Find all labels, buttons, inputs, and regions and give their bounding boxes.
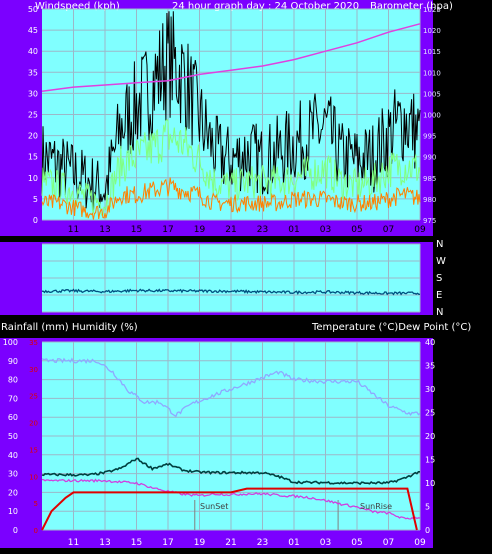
rainfall-ytick-label: 0 [34,527,38,535]
rainfall-ytick-label: 20 [29,420,38,428]
compass-label-n-top: N [436,239,443,250]
wind-ytick-label: 20 [28,132,38,141]
barometer-axis-title: Barometer (hpa) [370,1,453,12]
temp-xtick-label: 17 [162,538,173,548]
temp-xtick-label: 01 [288,538,299,548]
temp-xtick-label: 15 [131,538,142,548]
series-layer [41,11,421,531]
humidity-ytick-label: 40 [8,451,18,460]
humidity-ytick-label: 100 [3,338,18,347]
humidity-ytick-label: 80 [8,376,18,385]
sunrise-marker-label: SunRise [360,502,392,511]
temperature-ytick-label: 30 [425,385,435,394]
windspeed-gust-line [41,11,421,212]
barometer-ytick-label: 1010 [423,69,441,77]
wind-xtick-label: 03 [320,225,331,235]
windspeed-avg-line [41,118,421,216]
barometer-ytick-label: 990 [423,154,436,162]
wind-xtick-label: 05 [351,225,362,235]
humidity-ytick-label: 50 [8,432,18,441]
temp-xtick-label: 05 [351,538,362,548]
temperature-ytick-label: 35 [425,362,435,371]
rainfall-ytick-label: 30 [29,366,38,374]
wind-ytick-label: 50 [28,5,38,14]
wind-xtick-label: 07 [383,225,394,235]
windspeed-axis-title: Windspeed (kph) [35,1,120,12]
rain-humidity-axis-title: Rainfall (mm) Humidity (%) [1,322,138,333]
temperature-ytick-label: 25 [425,409,435,418]
wind-ytick-label: 30 [28,89,38,98]
wind-xtick-label: 13 [99,225,110,235]
windspeed-min-line [41,177,421,220]
rainfall-ytick-label: 15 [29,446,38,454]
wind-xtick-label: 17 [162,225,173,235]
humidity-ytick-label: 10 [8,507,18,516]
temperature-ytick-label: 40 [425,338,435,347]
wind-xtick-label: 21 [225,225,236,235]
humidity-ytick-label: 30 [8,470,18,479]
temperature-ytick-label: 5 [425,503,430,512]
wind-ytick-label: 5 [33,195,38,204]
temperature-ytick-label: 10 [425,479,435,488]
wind-ytick-label: 0 [33,216,38,225]
wind-direction-line [41,288,421,296]
temperature-ytick-label: 15 [425,456,435,465]
humidity-ytick-label: 70 [8,394,18,403]
rainfall-ytick-label: 10 [29,473,38,481]
temp-xtick-label: 23 [257,538,268,548]
humidity-ytick-label: 0 [13,526,18,535]
compass-label-e: E [436,290,442,301]
temp-xtick-label: 13 [99,538,110,548]
sunset-marker-label: SunSet [200,502,228,511]
humidity-line [41,357,421,418]
barometer-ytick-label: 1015 [423,48,441,56]
barometer-ytick-label: 980 [423,196,436,204]
rainfall-ytick-label: 5 [34,500,38,508]
wind-ytick-label: 15 [28,153,38,162]
wind-xtick-label: 19 [194,225,206,235]
wind-xtick-label: 11 [68,225,79,235]
humidity-ytick-label: 90 [8,357,18,366]
rainfall-ytick-label: 25 [29,393,38,401]
temp-xtick-label: 03 [320,538,331,548]
temp-xtick-label: 09 [414,538,426,548]
compass-label-s: S [436,273,442,284]
barometer-ytick-label: 1005 [423,90,441,98]
wind-ytick-label: 10 [28,174,38,183]
temperature-ytick-label: 20 [425,432,435,441]
temperature-dewpoint-axis-title: Temperature (°C)Dew Point (°C) [311,322,471,333]
barometer-ytick-label: 975 [423,217,436,225]
temperature-line [41,457,420,486]
barometer-ytick-label: 1020 [423,27,441,35]
axis-labels-layer: 0510152025303540455097598098599099510001… [3,5,441,548]
wind-ytick-label: 35 [28,68,38,77]
temp-xtick-label: 19 [194,538,206,548]
rainfall-ytick-label: 35 [29,339,38,347]
rainfall-line [41,487,418,531]
barometer-line [41,23,421,93]
temp-xtick-label: 11 [68,538,79,548]
wind-ytick-label: 25 [28,111,38,120]
barometer-ytick-label: 1000 [423,112,441,120]
wind-xtick-label: 23 [257,225,268,235]
temp-xtick-label: 07 [383,538,394,548]
compass-label-w: W [436,256,446,267]
wind-xtick-label: 09 [414,225,426,235]
graph-title: 24 hour graph day : 24 October 2020 [172,1,359,12]
barometer-ytick-label: 985 [423,175,436,183]
compass-label-n-bottom: N [436,307,443,318]
wind-xtick-label: 15 [131,225,142,235]
temperature-ytick-label: 0 [425,526,430,535]
temp-xtick-label: 21 [225,538,236,548]
barometer-ytick-label: 995 [423,133,436,141]
compass-labels: N W S E N [436,239,446,318]
humidity-ytick-label: 20 [8,488,18,497]
humidity-ytick-label: 60 [8,413,18,422]
wind-ytick-label: 45 [28,26,38,35]
barometer-ytick-label: 1025 [423,6,441,14]
wind-ytick-label: 40 [28,47,38,56]
dew-point-line [41,478,421,520]
wind-xtick-label: 01 [288,225,299,235]
